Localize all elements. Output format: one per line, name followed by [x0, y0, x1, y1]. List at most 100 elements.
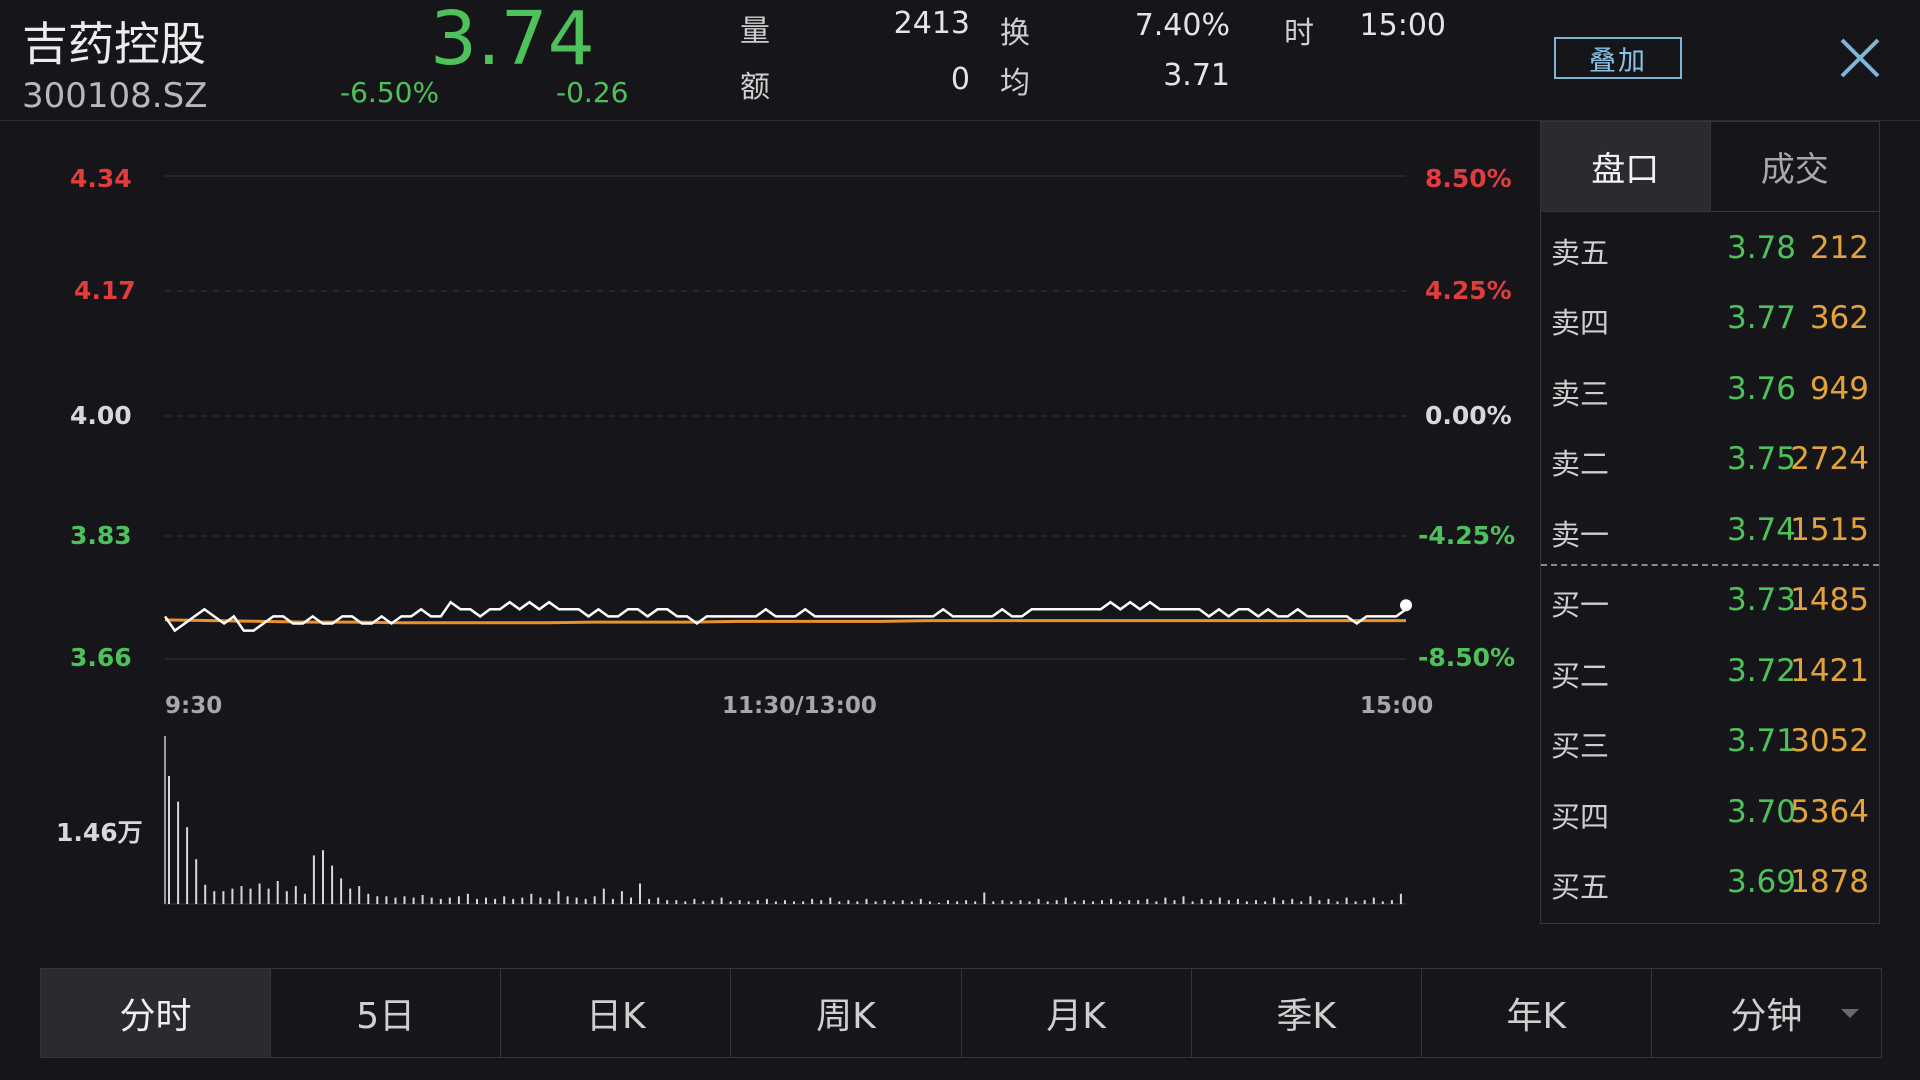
- amount-value: 0: [950, 62, 970, 97]
- volume-bar: [340, 878, 343, 904]
- tab-order-book[interactable]: 盘口: [1541, 122, 1711, 211]
- volume-bar: [303, 893, 306, 904]
- volume-bar: [1182, 896, 1185, 904]
- volume-bar: [1300, 901, 1303, 904]
- volume-bar: [466, 893, 469, 904]
- volume-bar: [168, 776, 170, 904]
- volume-bar: [947, 900, 949, 904]
- volume-bar: [1336, 901, 1339, 904]
- volume-bar: [1363, 900, 1366, 904]
- volume-bar: [611, 898, 614, 904]
- volume-bar: [267, 888, 270, 904]
- volume-bar: [476, 898, 478, 904]
- tab-5-day[interactable]: 5日: [271, 969, 502, 1057]
- bid-row: 买二 3.72 1421: [1541, 645, 1879, 695]
- volume-bar: [938, 902, 940, 904]
- intraday-chart-svg: [163, 175, 1412, 905]
- volume-bar: [412, 897, 415, 904]
- volume-bar: [1354, 901, 1357, 904]
- volume-label: 量: [740, 14, 770, 49]
- ask-row: 卖一 3.74 1515: [1541, 504, 1879, 554]
- volume-bar: [784, 900, 786, 904]
- close-button[interactable]: [1836, 34, 1884, 82]
- volume-bar: [910, 901, 913, 904]
- tab-minute[interactable]: 分钟: [1652, 969, 1881, 1057]
- tab-intraday[interactable]: 分时: [41, 969, 272, 1057]
- volume-bar: [693, 898, 696, 904]
- volume-bar: [276, 881, 279, 904]
- volume-bar: [1019, 900, 1022, 904]
- volume-bar: [285, 891, 288, 904]
- ask-price: 3.74: [1726, 512, 1796, 548]
- tab-daily-k[interactable]: 日K: [501, 969, 732, 1057]
- bid-price: 3.72: [1726, 653, 1796, 689]
- overlay-button[interactable]: 叠加: [1554, 37, 1682, 79]
- ask-level-label: 卖五: [1551, 236, 1610, 270]
- bid-volume: 1485: [1790, 582, 1869, 618]
- change-percent: -6.50%: [340, 76, 440, 109]
- volume-bar: [186, 827, 189, 904]
- volume-bar: [657, 897, 660, 904]
- volume-bar: [1291, 898, 1294, 904]
- bid-row: 买三 3.71 3052: [1541, 715, 1879, 765]
- percent-tick-label: 0.00%: [1425, 401, 1512, 430]
- tab-quarterly-k[interactable]: 季K: [1192, 969, 1422, 1057]
- volume-bar: [1309, 896, 1312, 904]
- ask-volume: 949: [1809, 371, 1869, 407]
- volume-bar: [1191, 901, 1194, 904]
- volume-bar: [539, 897, 542, 904]
- tab-weekly-k[interactable]: 周K: [731, 969, 962, 1057]
- tab-monthly-k[interactable]: 月K: [962, 969, 1192, 1057]
- ask-row: 卖四 3.77 362: [1541, 292, 1879, 342]
- volume-bar: [331, 865, 334, 904]
- order-book-panel: 盘口 成交 卖五 3.78 212 卖四 3.77 362 卖三 3.76 94…: [1540, 121, 1880, 924]
- tab-yearly-k[interactable]: 年K: [1422, 969, 1652, 1057]
- tab-minute-label: 分钟: [1730, 996, 1803, 1037]
- volume-bar: [983, 892, 986, 904]
- ask-volume: 1515: [1790, 512, 1869, 548]
- ask-level-label: 卖四: [1551, 306, 1610, 340]
- volume-bar: [838, 901, 841, 904]
- volume-bar: [765, 898, 768, 904]
- volume-bar: [349, 888, 352, 904]
- volume-bar: [856, 901, 859, 904]
- tab-trades[interactable]: 成交: [1760, 150, 1829, 190]
- close-icon: [1840, 38, 1880, 78]
- volume-bar: [802, 901, 805, 904]
- volume-bar: [1001, 900, 1004, 904]
- volume-bar: [530, 893, 533, 904]
- volume-bar: [1137, 900, 1140, 904]
- volume-bar: [403, 896, 406, 904]
- bid-price: 3.69: [1726, 864, 1796, 900]
- volume-bar: [1245, 901, 1248, 904]
- turnover-value: 7.40%: [1134, 8, 1230, 43]
- volume-bar: [1227, 900, 1230, 904]
- order-book-divider: [1541, 564, 1879, 566]
- volume-bar: [1037, 898, 1040, 904]
- volume-bar: [992, 901, 995, 904]
- average-label: 均: [1000, 66, 1030, 101]
- volume-bar: [738, 900, 741, 904]
- volume-bar: [385, 896, 388, 904]
- volume-bar: [756, 900, 759, 904]
- ask-row: 卖五 3.78 212: [1541, 222, 1879, 272]
- price-tick-label: 3.83: [70, 521, 132, 550]
- volume-bar: [1327, 898, 1330, 904]
- volume-bar: [1282, 900, 1285, 904]
- volume-bar: [394, 897, 397, 904]
- volume-bar: [1236, 898, 1239, 904]
- volume-bar: [1255, 900, 1257, 904]
- volume-bar: [811, 898, 814, 904]
- volume-bar: [512, 898, 515, 904]
- bid-row: 买一 3.73 1485: [1541, 574, 1879, 624]
- volume-bar: [1381, 901, 1384, 904]
- volume-bar: [1010, 901, 1013, 904]
- volume-bar: [1155, 901, 1158, 904]
- volume-bar: [874, 901, 877, 904]
- time-tick-label: 9:30: [165, 693, 223, 719]
- volume-bar: [213, 891, 216, 904]
- volume-bar: [1200, 898, 1203, 904]
- intraday-chart[interactable]: 4.34 4.17 4.00 3.83 3.66 8.50% 4.25% 0.0…: [0, 121, 1540, 921]
- price-tick-label: 4.00: [70, 401, 132, 430]
- volume-bar: [421, 895, 424, 904]
